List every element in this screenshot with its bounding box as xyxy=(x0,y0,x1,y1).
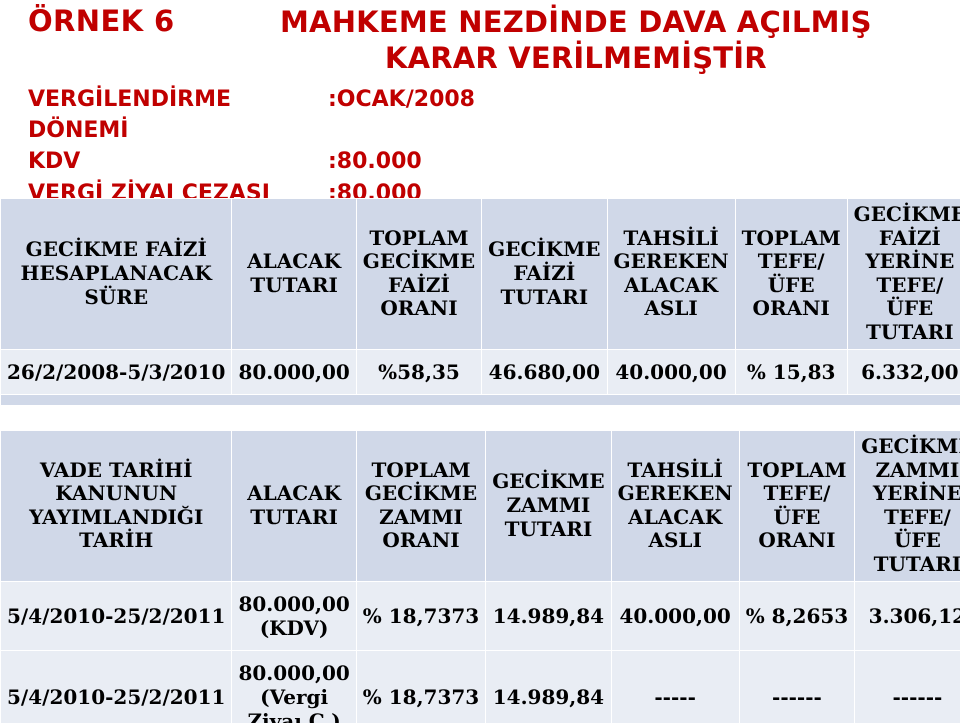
table2-h3: GECİKME ZAMMI TUTARI xyxy=(486,431,611,582)
cell-line: 80.000,00 xyxy=(238,661,349,685)
example-number: ÖRNEK 6 xyxy=(28,4,175,38)
cell: 46.680,00 xyxy=(482,349,607,394)
table1-h2: TOPLAM GECİKME FAİZİ ORANI xyxy=(356,199,481,350)
table2-row-1: 5/4/2010-25/2/2011 80.000,00 (Vergi Ziya… xyxy=(1,650,960,723)
cell: % 18,7373 xyxy=(356,650,485,723)
cell-line: (KDV) xyxy=(260,616,329,640)
cell: ------ xyxy=(855,650,960,723)
heading-line-2: KARAR VERİLMEMİŞTİR xyxy=(280,40,872,76)
cell-line: 80.000,00 xyxy=(238,592,349,616)
meta-value: :OCAK/2008 xyxy=(328,84,475,146)
cell: 14.989,84 xyxy=(486,581,611,650)
cell: 26/2/2008-5/3/2010 xyxy=(1,349,232,394)
cell: 6.332,00 xyxy=(847,349,960,394)
meta-block: VERGİLENDİRME DÖNEMİ :OCAK/2008 KDV :80.… xyxy=(28,84,475,209)
cell: ----- xyxy=(611,650,739,723)
table1-row: 26/2/2008-5/3/2010 80.000,00 %58,35 46.6… xyxy=(1,349,960,394)
table1-h0: GECİKME FAİZİ HESAPLANACAK SÜRE xyxy=(1,199,232,350)
table2-h6: GECİKME ZAMMI YERİNE TEFE/ÜFE TUTARI xyxy=(855,431,960,582)
cell: 80.000,00 xyxy=(232,349,356,394)
meta-label: VERGİLENDİRME DÖNEMİ xyxy=(28,84,328,146)
cell: % 15,83 xyxy=(735,349,847,394)
table2-row-0: 5/4/2010-25/2/2011 80.000,00 (KDV) % 18,… xyxy=(1,581,960,650)
gecikme-zammi-table: VADE TARİHİ KANUNUN YAYIMLANDIĞI TARİH A… xyxy=(0,430,960,723)
cell: % 8,2653 xyxy=(739,581,855,650)
cell-line: (Vergi xyxy=(260,685,328,709)
cell-line: Ziyaı C.) xyxy=(247,709,340,723)
cell: 40.000,00 xyxy=(611,581,739,650)
cell: 5/4/2010-25/2/2011 xyxy=(1,581,232,650)
meta-row-kdv: KDV :80.000 xyxy=(28,146,475,177)
cell: 5/4/2010-25/2/2011 xyxy=(1,650,232,723)
cell: 80.000,00 (KDV) xyxy=(232,581,356,650)
cell: ------ xyxy=(739,650,855,723)
main-heading: MAHKEME NEZDİNDE DAVA AÇILMIŞ KARAR VERİ… xyxy=(280,4,872,77)
table2-h1: ALACAK TUTARI xyxy=(232,431,356,582)
table2-h0: VADE TARİHİ KANUNUN YAYIMLANDIĞI TARİH xyxy=(1,431,232,582)
table2-h4: TAHSİLİ GEREKEN ALACAK ASLI xyxy=(611,431,739,582)
meta-value: :80.000 xyxy=(328,146,422,177)
table1-h6: GECİKME FAİZİ YERİNE TEFE/ÜFE TUTARI xyxy=(847,199,960,350)
heading-line-1: MAHKEME NEZDİNDE DAVA AÇILMIŞ xyxy=(280,4,872,40)
table2-h2: TOPLAM GECİKME ZAMMI ORANI xyxy=(356,431,485,582)
cell: 80.000,00 (Vergi Ziyaı C.) xyxy=(232,650,356,723)
cell: 40.000,00 xyxy=(607,349,735,394)
table1-spacer xyxy=(1,394,960,405)
table2-h5: TOPLAM TEFE/ÜFE ORANI xyxy=(739,431,855,582)
table1-h4: TAHSİLİ GEREKEN ALACAK ASLI xyxy=(607,199,735,350)
meta-label: KDV xyxy=(28,146,328,177)
meta-row-period: VERGİLENDİRME DÖNEMİ :OCAK/2008 xyxy=(28,84,475,146)
cell: % 18,7373 xyxy=(356,581,485,650)
table1-h1: ALACAK TUTARI xyxy=(232,199,356,350)
cell: 3.306,12 xyxy=(855,581,960,650)
table1-h5: TOPLAM TEFE/ÜFE ORANI xyxy=(735,199,847,350)
gecikme-faizi-table: GECİKME FAİZİ HESAPLANACAK SÜRE ALACAK T… xyxy=(0,198,960,406)
cell: 14.989,84 xyxy=(486,650,611,723)
table1-h3: GECİKME FAİZİ TUTARI xyxy=(482,199,607,350)
cell: %58,35 xyxy=(356,349,481,394)
